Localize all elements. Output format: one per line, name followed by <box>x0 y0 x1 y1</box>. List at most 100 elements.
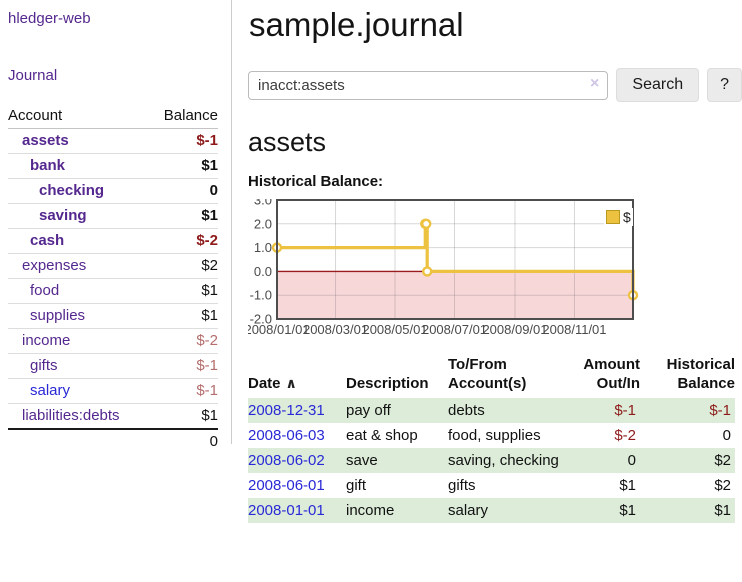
account-heading: assets <box>248 127 327 157</box>
historical-balance-chart[interactable]: 3.0 2.0 1.0 0.0 -1.0 -2.0 2008/01/01 2008/03/01… <box>244 193 735 341</box>
legend-label: $ <box>623 209 631 225</box>
chart-canvas: 3.0 2.0 1.0 0.0 -1.0 -2.02008/01/012008/03/01… <box>244 193 639 337</box>
register-row[interactable]: 2008-12-31 pay off debts $-1 $-1 <box>248 398 735 423</box>
account-balance: $2 <box>201 257 218 274</box>
account-row: checking 0 <box>8 178 218 204</box>
account-link-food[interactable]: food <box>30 282 60 299</box>
register-table: Date ∧ Description To/From Account(s) Amo… <box>248 355 735 523</box>
register-header-description: Description <box>346 375 429 392</box>
account-link-liabilities-debts[interactable]: liabilities:debts <box>22 407 120 424</box>
search-bar: × Search ? <box>248 68 742 102</box>
svg-text:2008/07/01: 2008/07/01 <box>422 322 487 337</box>
transaction-description: pay off <box>346 398 448 423</box>
account-link-checking[interactable]: checking <box>39 182 105 199</box>
account-link-expenses[interactable]: expenses <box>22 257 87 274</box>
account-link-supplies[interactable]: supplies <box>30 307 86 324</box>
account-balance: $-1 <box>196 357 218 374</box>
account-row: liabilities:debts $1 <box>8 403 218 430</box>
transaction-description: income <box>346 498 448 523</box>
account-balance: $1 <box>201 307 218 324</box>
account-balance: $-2 <box>196 232 218 249</box>
transaction-balance: $-1 <box>640 398 735 423</box>
register-header-accounts: To/From Account(s) <box>448 356 527 392</box>
transaction-amount: 0 <box>575 448 640 473</box>
account-row: food $1 <box>8 278 218 304</box>
register-header-date[interactable]: Date ∧ <box>248 375 297 392</box>
svg-text:-2.0: -2.0 <box>250 312 272 327</box>
accounts-total-row: 0 <box>8 429 218 454</box>
register-row[interactable]: 2008-06-03 eat & shop food, supplies $-2… <box>248 423 735 448</box>
account-balance: $1 <box>201 282 218 299</box>
transaction-amount: $-2 <box>614 427 636 444</box>
transaction-accounts: food, supplies <box>448 427 541 444</box>
account-row: salary $-1 <box>8 378 218 404</box>
account-link-income[interactable]: income <box>22 332 71 349</box>
transaction-amount: $1 <box>575 498 640 523</box>
accounts-header-row: Account Balance <box>8 104 218 129</box>
account-row: gifts $-1 <box>8 353 218 379</box>
help-button[interactable]: ? <box>707 68 742 102</box>
transaction-amount: $1 <box>619 477 636 494</box>
transaction-date-link[interactable]: 2008-06-03 <box>248 427 325 444</box>
register-header-row: Date ∧ Description To/From Account(s) Amo… <box>248 355 735 398</box>
transaction-accounts: saving, checking <box>448 448 575 473</box>
transaction-date-link[interactable]: 2008-06-01 <box>248 477 325 494</box>
transaction-date-link[interactable]: 2008-06-02 <box>248 452 325 469</box>
svg-text:2008/11/01: 2008/11/01 <box>542 322 606 337</box>
accounts-header-balance: Balance <box>163 107 218 124</box>
transaction-description: gift <box>346 477 367 494</box>
transaction-accounts: salary <box>448 498 575 523</box>
svg-text:2008/03/01: 2008/03/01 <box>303 322 368 337</box>
sort-ascending-icon: ∧ <box>285 375 297 391</box>
search-box: × <box>248 70 609 100</box>
transaction-amount: $-1 <box>575 398 640 423</box>
transaction-balance: 0 <box>722 427 731 444</box>
transaction-balance: $2 <box>640 448 735 473</box>
search-button[interactable]: Search <box>616 68 700 102</box>
page-title: sample.journal <box>249 6 464 43</box>
account-row: cash $-2 <box>8 228 218 254</box>
svg-text:0.0: 0.0 <box>254 264 272 279</box>
transaction-date-link[interactable]: 2008-01-01 <box>248 502 325 519</box>
register-header-balance: Historical Balance <box>666 356 735 392</box>
transaction-balance: $2 <box>714 477 731 494</box>
account-balance: $-2 <box>196 332 218 349</box>
transaction-date-link[interactable]: 2008-12-31 <box>248 402 325 419</box>
account-link-gifts[interactable]: gifts <box>30 357 58 374</box>
register-row[interactable]: 2008-01-01 income salary $1 $1 <box>248 498 735 523</box>
clear-search-icon[interactable]: × <box>590 74 600 92</box>
account-link-cash[interactable]: cash <box>30 232 65 249</box>
account-link-assets[interactable]: assets <box>22 132 69 149</box>
account-link-salary[interactable]: salary <box>30 382 71 399</box>
account-row: supplies $1 <box>8 303 218 329</box>
account-row: expenses $2 <box>8 253 218 279</box>
account-balance: $1 <box>201 407 218 424</box>
transaction-accounts: debts <box>448 398 575 423</box>
svg-text:-1.0: -1.0 <box>250 288 272 303</box>
register-row[interactable]: 2008-06-01 gift gifts $1 $2 <box>248 473 735 498</box>
svg-text:1.0: 1.0 <box>254 240 272 255</box>
register-row[interactable]: 2008-06-02 save saving, checking 0 $2 <box>248 448 735 473</box>
transaction-description: save <box>346 448 448 473</box>
account-link-bank[interactable]: bank <box>30 157 66 174</box>
account-row: saving $1 <box>8 203 218 229</box>
account-balance: $-1 <box>196 132 218 149</box>
sidebar-item-journal[interactable]: Journal <box>8 67 58 84</box>
transaction-balance: $1 <box>640 498 735 523</box>
svg-text:3.0: 3.0 <box>254 199 272 208</box>
svg-text:2008/01/01: 2008/01/01 <box>248 322 310 337</box>
main-content: sample.journal × Search ? assets Histori… <box>244 0 742 523</box>
account-row: bank $1 <box>8 153 218 179</box>
accounts-header-account: Account <box>8 107 63 124</box>
svg-text:2008/05/01: 2008/05/01 <box>362 322 427 337</box>
svg-text:2.0: 2.0 <box>254 216 272 231</box>
brand-link[interactable]: hledger-web <box>8 10 91 27</box>
register-header-amount: Amount Out/In <box>583 356 640 392</box>
account-row: income $-2 <box>8 328 218 354</box>
search-input[interactable] <box>248 70 609 100</box>
account-balance: $-1 <box>196 382 218 399</box>
account-row: assets $-1 <box>8 129 218 154</box>
chart-legend: $ <box>604 208 633 226</box>
legend-swatch-icon <box>606 210 620 224</box>
account-link-saving[interactable]: saving <box>39 207 87 224</box>
